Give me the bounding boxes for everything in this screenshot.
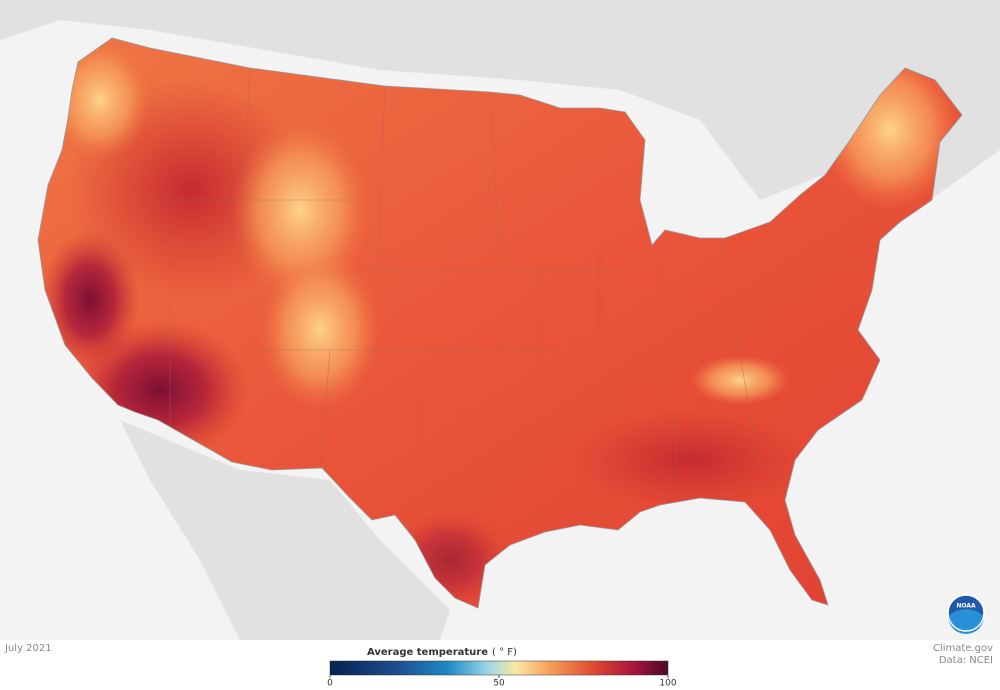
logo-text: NOAA <box>956 603 976 610</box>
colorbar-tick-label: 50 <box>493 679 505 689</box>
colorbar-unit: ( ° F) <box>492 647 517 658</box>
noaa-logo: NOAA <box>947 594 985 634</box>
source: Data: NCEI <box>939 655 993 666</box>
colorbar <box>329 660 669 676</box>
colorbar-tick-label: 0 <box>327 679 333 689</box>
credit: Climate.gov <box>933 643 993 654</box>
mexico <box>120 420 450 640</box>
colorbar-tick-label: 100 <box>659 679 676 689</box>
date-label: July 2021 <box>4 643 52 654</box>
canada <box>0 0 1000 200</box>
colorbar-title: Average temperature <box>367 647 488 658</box>
